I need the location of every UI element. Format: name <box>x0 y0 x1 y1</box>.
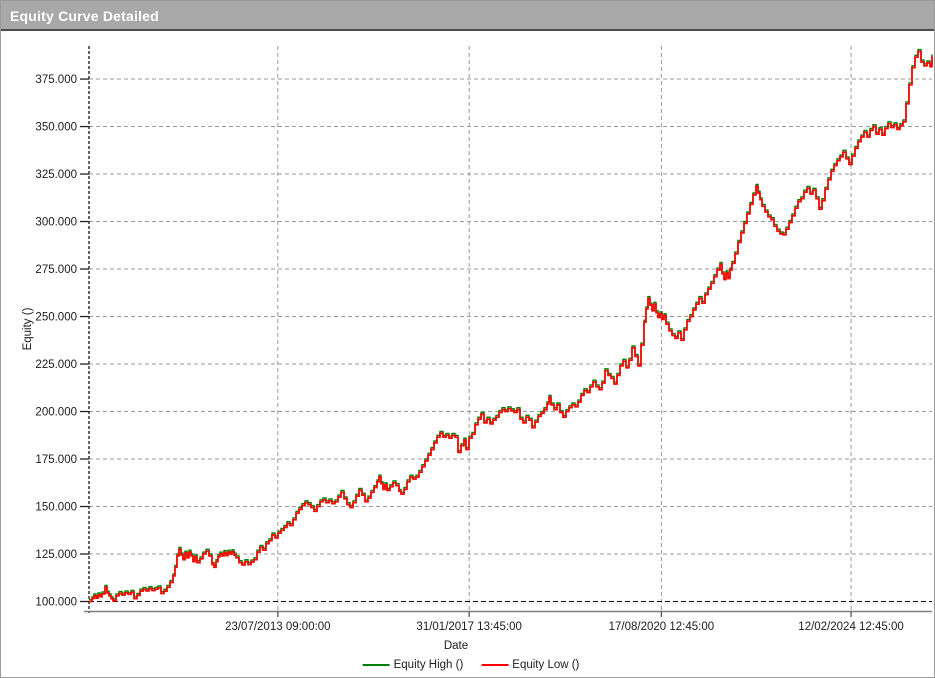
y-axis-title: Equity () <box>22 307 34 351</box>
y-tick-label: 350.000 <box>35 122 77 134</box>
y-tick-label: 100.000 <box>35 597 77 609</box>
equity-high-line-icon <box>362 664 390 666</box>
y-tick-label: 200.000 <box>35 407 77 419</box>
y-tick-label: 175.000 <box>35 454 77 466</box>
x-tick-label: 31/01/2017 13:45:00 <box>416 621 522 633</box>
equity-low-series-line <box>89 50 933 603</box>
window-title-bar[interactable]: Equity Curve Detailed <box>1 1 934 31</box>
legend-item-equity-high: Equity High () <box>362 659 464 671</box>
y-tick-label: 325.000 <box>35 169 77 181</box>
y-tick-label: 250.000 <box>35 312 77 324</box>
window-title: Equity Curve Detailed <box>10 8 159 24</box>
x-axis-title: Date <box>443 640 469 652</box>
y-tick-label: 300.000 <box>35 217 77 229</box>
y-tick-label: 275.000 <box>35 264 77 276</box>
legend-label-equity-high: Equity High () <box>393 659 464 671</box>
x-tick-label: 12/02/2024 12:45:00 <box>798 621 904 633</box>
legend-item-equity-low: Equity Low () <box>481 659 579 671</box>
y-tick-label: 150.000 <box>35 502 77 514</box>
equity-low-line-icon <box>481 664 509 666</box>
equity-high-series-line <box>89 48 933 601</box>
y-tick-label: 225.000 <box>35 359 77 371</box>
y-tick-label: 375.000 <box>35 74 77 86</box>
y-tick-label: 125.000 <box>35 549 77 561</box>
legend-label-equity-low: Equity Low () <box>512 659 580 671</box>
x-tick-label: 17/08/2020 12:45:00 <box>609 621 715 633</box>
x-tick-label: 23/07/2013 09:00:00 <box>225 621 331 633</box>
chart-legend: Equity High () Equity Low () <box>362 659 579 671</box>
